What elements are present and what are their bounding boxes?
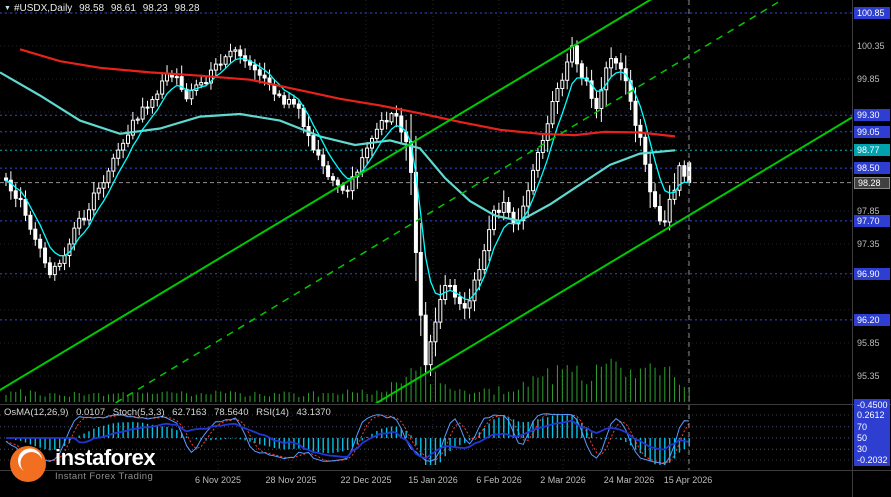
quote-low: 98.23 (142, 3, 168, 14)
price-scale[interactable]: 100.35 99.85 97.85 97.35 95.85 95.35 100.85 99.… (853, 0, 891, 497)
indicator-level-tag: 50 (854, 432, 890, 444)
instaforex-logo: instaforex Instant Forex Trading (8, 444, 156, 484)
date-label: 22 Dec 2025 (340, 475, 392, 485)
date-label: 28 Nov 2025 (265, 475, 317, 485)
date-label: 2 Mar 2026 (540, 475, 586, 485)
trendline-solid[interactable] (370, 94, 891, 407)
volume-histogram (5, 358, 690, 402)
indicator-level-tag: 30 (854, 443, 890, 455)
price-level-tag: 100.85 (854, 7, 890, 19)
symbol-timeframe: #USDX,Daily (13, 3, 73, 14)
price-grid-label: 95.35 (857, 371, 880, 381)
quote-high: 98.61 (110, 3, 136, 14)
brand-tagline: Instant Forex Trading (55, 470, 154, 482)
date-label: 24 Mar 2026 (603, 475, 655, 485)
price-grid-label: 97.35 (857, 239, 880, 249)
instaforex-logo-icon (10, 446, 46, 482)
indicator-scale: -0.4500 0.2612 70 50 30 -0.2032 (853, 0, 891, 497)
brand-name: instaforex (55, 444, 156, 470)
quote-close: 98.28 (174, 3, 200, 14)
chart-symbol-title: ▼ #USDX,Daily 98.58 98.61 98.23 98.28 (4, 3, 204, 14)
indicator-level-tag: 70 (854, 421, 890, 433)
indicator-panel-area (0, 413, 852, 465)
price-grid-label: 99.85 (857, 74, 880, 84)
indicator-level-tag: -0.4500 (854, 399, 890, 411)
stoch-main-line (5, 413, 690, 465)
price-level-tag: 99.05 (854, 125, 890, 138)
trendline-solid[interactable] (0, 0, 660, 396)
ma-fast-aqua (5, 57, 690, 301)
ma-long-red (19, 48, 676, 138)
price-grid-label: 100.35 (857, 41, 885, 51)
price-level-tag: 98.50 (854, 162, 890, 175)
indicator-labels-row: OsMA(12,26,9) 0.0107 Stoch(5,3,3) 62.716… (4, 407, 336, 418)
price-grid-label: 97.85 (857, 206, 880, 216)
price-level-tag: 97.70 (854, 214, 890, 227)
stoch-label: Stoch(5,3,3) (112, 407, 165, 418)
date-label: 6 Feb 2026 (476, 475, 522, 485)
price-level-tag: 99.30 (854, 109, 890, 122)
rsi-label: RSI(14) (256, 407, 289, 418)
date-label: 15 Apr 2026 (663, 475, 713, 485)
indicator-level-tag: -0.2032 (854, 454, 890, 466)
price-grid-label: 95.85 (857, 338, 880, 348)
osma-label: OsMA(12,26,9) (4, 407, 69, 418)
ma-slow-turquoise (0, 71, 676, 223)
current-price-tag: 98.28 (854, 176, 890, 189)
price-level-tag: 98.77 (854, 144, 890, 157)
trendline-dashed[interactable] (0, 0, 790, 497)
moving-averages (0, 48, 690, 301)
date-label: 6 Nov 2025 (194, 475, 242, 485)
price-level-tag: 96.90 (854, 267, 890, 280)
osma-value: 0.0107 (76, 407, 106, 418)
indicator-level-tag: 0.2612 (854, 409, 890, 421)
date-label: 15 Jan 2026 (408, 475, 458, 485)
collapse-arrow-icon[interactable]: ▼ (4, 5, 11, 12)
rsi-line (6, 419, 690, 460)
stoch-k-value: 62.7163 (172, 407, 207, 418)
time-axis[interactable]: 6 Nov 2025 28 Nov 2025 22 Dec 2025 15 Jan 2… (0, 475, 852, 489)
quote-open: 98.58 (79, 3, 105, 14)
stoch-d-value: 78.5640 (214, 407, 249, 418)
price-level-tag: 96.20 (854, 313, 890, 326)
rsi-value: 43.1370 (296, 407, 331, 418)
